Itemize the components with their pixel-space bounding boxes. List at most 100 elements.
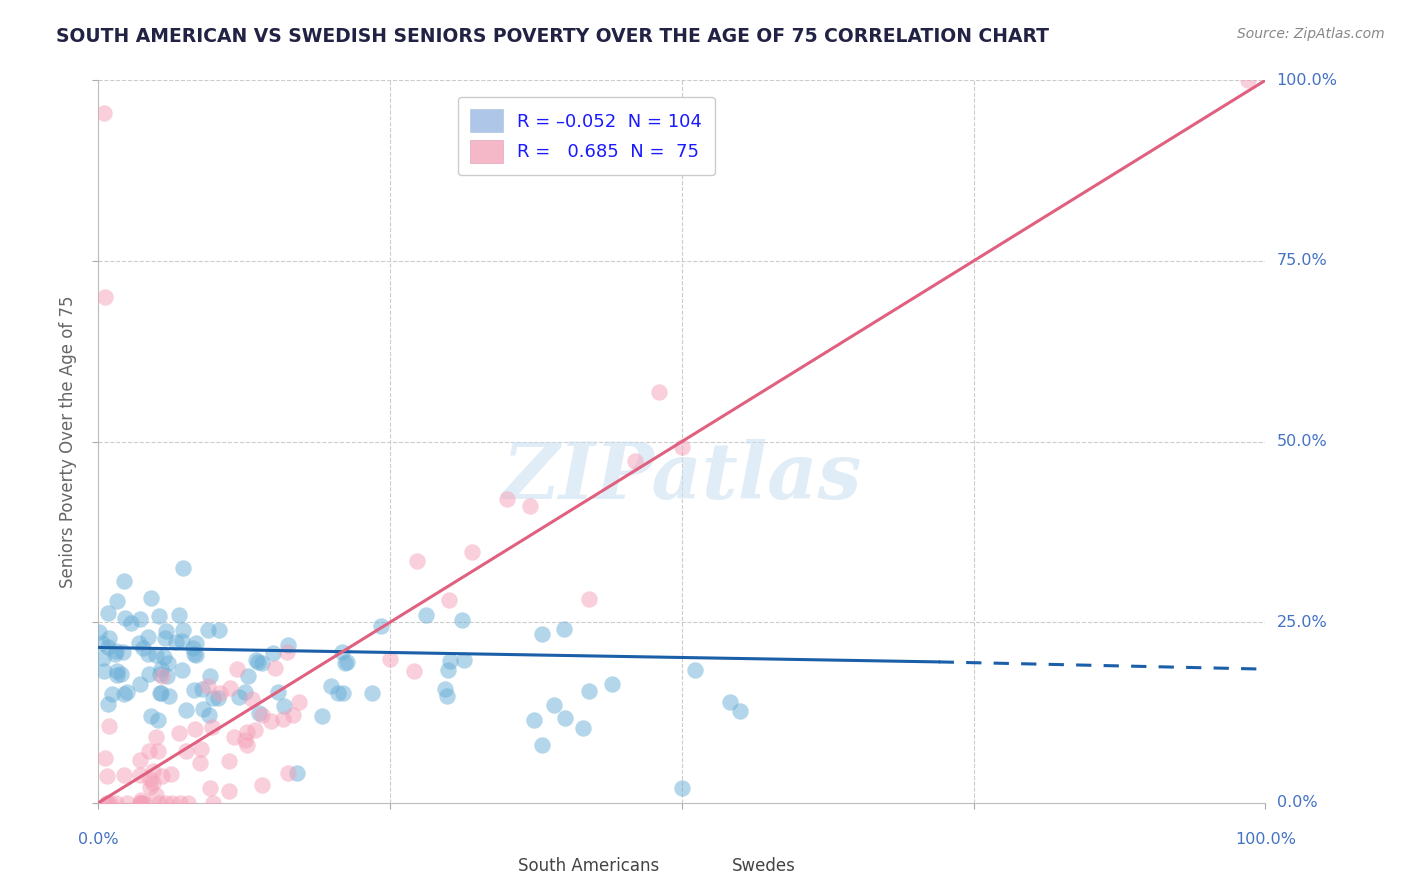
Point	[222, 731, 245, 745]
Point	[578, 592, 600, 607]
Point	[146, 744, 169, 758]
Point	[139, 780, 162, 794]
Point	[136, 630, 159, 644]
Point	[172, 560, 194, 574]
Point	[183, 647, 205, 661]
Point	[273, 699, 295, 714]
Point	[190, 741, 212, 756]
Point	[132, 640, 155, 655]
Point	[129, 753, 152, 767]
Point	[183, 682, 205, 697]
Point	[157, 689, 180, 703]
Text: 0.0%: 0.0%	[79, 831, 118, 847]
Point	[110, 667, 132, 681]
Point	[149, 667, 172, 681]
Point	[671, 441, 693, 455]
Point	[287, 766, 309, 780]
Point	[96, 796, 118, 810]
Point	[198, 780, 221, 795]
Point	[200, 720, 222, 734]
Point	[184, 648, 207, 663]
Point	[145, 648, 167, 663]
Point	[240, 692, 263, 706]
Point	[112, 687, 135, 701]
Point	[276, 645, 298, 659]
Point	[1237, 73, 1260, 87]
Point	[218, 783, 240, 797]
Point	[93, 650, 115, 665]
Point	[197, 623, 219, 637]
Point	[104, 647, 127, 661]
Point	[142, 776, 165, 790]
Point	[94, 290, 117, 304]
Point	[148, 609, 170, 624]
Point	[360, 686, 382, 700]
Point	[89, 625, 111, 640]
Point	[152, 650, 174, 665]
Point	[191, 702, 214, 716]
Point	[207, 690, 229, 705]
Point	[328, 686, 350, 700]
Point	[415, 607, 437, 622]
Point	[335, 657, 357, 671]
Point	[202, 690, 225, 705]
Point	[128, 612, 150, 626]
Point	[439, 654, 461, 668]
Text: 100.0%: 100.0%	[1277, 73, 1337, 87]
Point	[105, 667, 128, 681]
Point	[728, 704, 751, 718]
Point	[250, 778, 273, 792]
Point	[402, 665, 425, 679]
Point	[197, 679, 219, 693]
Point	[380, 652, 402, 666]
Point	[263, 661, 285, 675]
Point	[170, 663, 193, 677]
Point	[260, 714, 283, 729]
Point	[245, 653, 267, 667]
Point	[155, 668, 177, 682]
Point	[145, 788, 167, 802]
Point	[225, 662, 247, 676]
Point	[202, 796, 225, 810]
Text: Source: ZipAtlas.com: Source: ZipAtlas.com	[1237, 27, 1385, 41]
Point	[219, 681, 242, 695]
Point	[235, 725, 257, 739]
Point	[238, 668, 260, 682]
Point	[288, 695, 311, 709]
Point	[208, 686, 231, 700]
Point	[167, 726, 190, 740]
Point	[191, 681, 214, 696]
Point	[150, 669, 173, 683]
Point	[93, 664, 115, 678]
Point	[148, 796, 170, 810]
Point	[112, 574, 135, 588]
Point	[120, 616, 142, 631]
FancyBboxPatch shape	[713, 839, 734, 855]
Point	[96, 796, 118, 810]
Point	[114, 610, 136, 624]
Point	[112, 768, 135, 782]
Point	[146, 713, 169, 727]
Point	[436, 663, 458, 677]
Point	[451, 613, 474, 627]
Point	[128, 635, 150, 649]
Point	[129, 796, 152, 810]
Text: Swedes: Swedes	[731, 857, 796, 875]
Point	[104, 644, 127, 658]
Point	[578, 683, 600, 698]
Point	[370, 618, 392, 632]
Point	[104, 796, 127, 810]
Point	[138, 667, 160, 681]
Point	[671, 781, 693, 796]
Text: 50.0%: 50.0%	[1277, 434, 1327, 449]
Point	[129, 677, 152, 691]
Point	[461, 545, 484, 559]
Point	[155, 624, 177, 639]
Text: 0.0%: 0.0%	[1277, 796, 1317, 810]
Text: 100.0%: 100.0%	[1234, 831, 1296, 847]
Text: ZIPatlas: ZIPatlas	[502, 440, 862, 516]
Point	[243, 723, 266, 738]
Point	[184, 723, 207, 737]
Point	[115, 796, 138, 810]
Point	[129, 793, 152, 807]
